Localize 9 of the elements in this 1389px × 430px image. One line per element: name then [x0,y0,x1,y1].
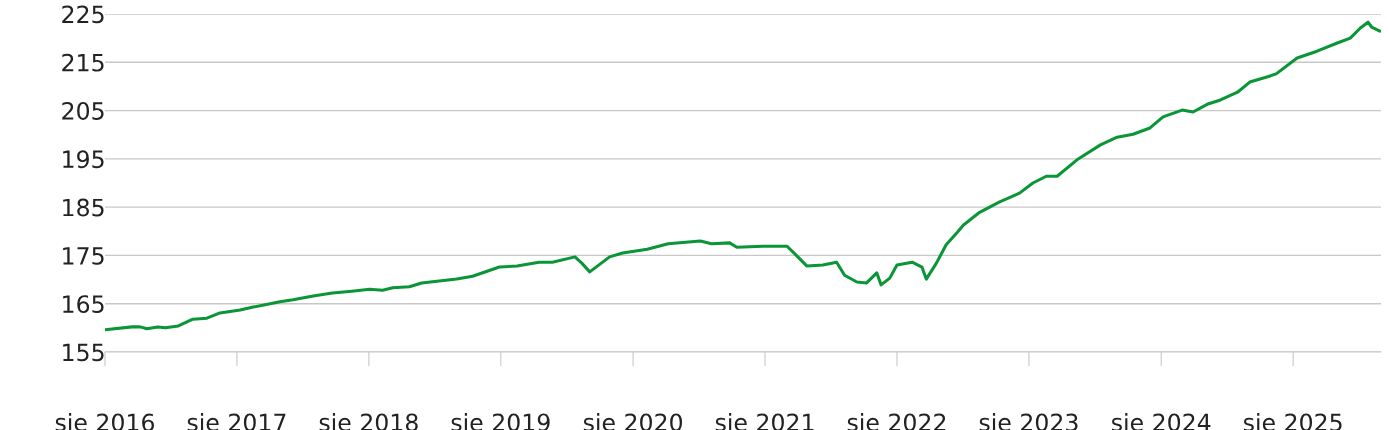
y-tick-label: 205 [62,102,104,120]
y-tick-label: 225 [62,5,104,24]
y-tick-label: 155 [63,343,104,362]
y-tick-label: 185 [63,198,104,217]
y-tick-label: 165 [63,295,104,314]
y-tick-label: 215 [62,53,104,72]
line-series [105,20,1381,332]
y-tick-label: 175 [63,247,104,265]
y-tick-label: 195 [63,150,104,169]
